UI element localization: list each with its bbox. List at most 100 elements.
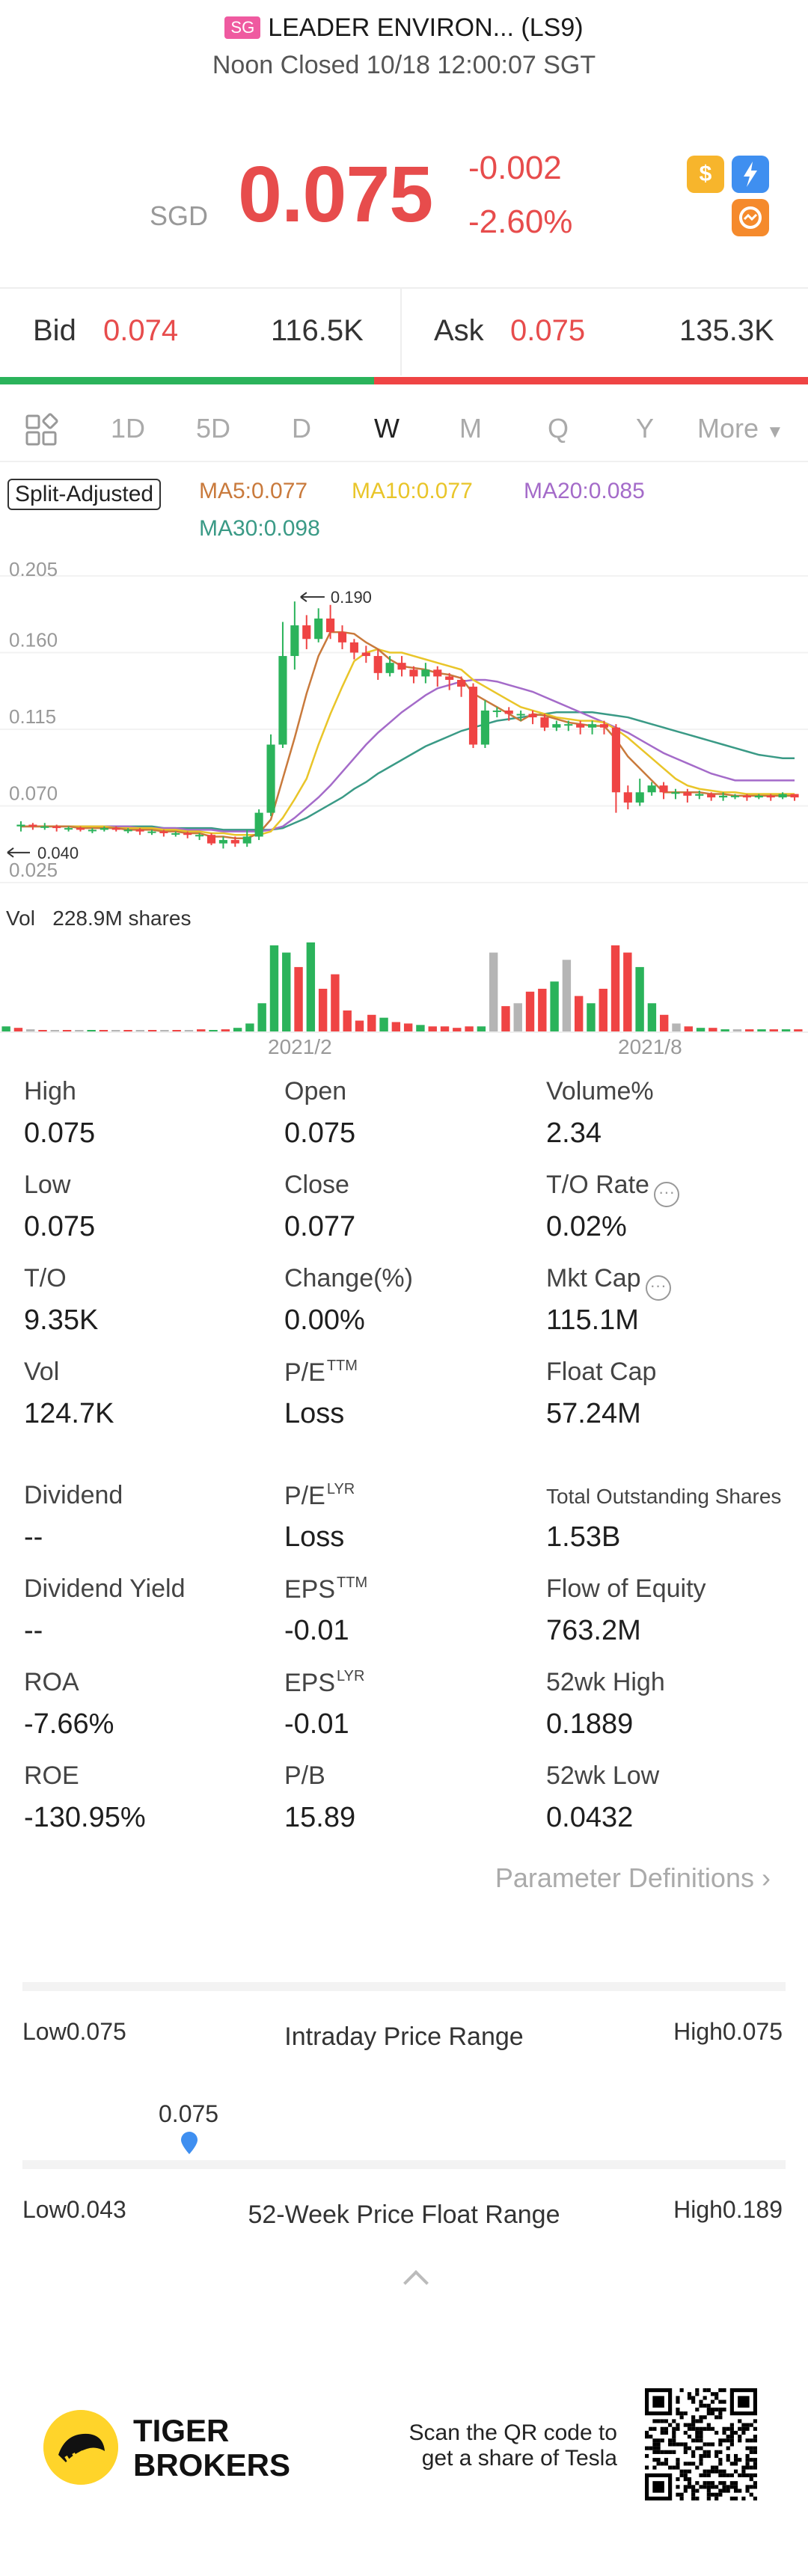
qr-module (753, 2485, 757, 2489)
split-adjusted-button[interactable]: Split-Adjusted (7, 479, 162, 510)
volume-bar (453, 1028, 462, 1032)
tab-more[interactable]: More ▼ (697, 413, 784, 444)
qr-module (672, 2426, 676, 2431)
more-info-icon[interactable]: ··· (645, 1275, 671, 1301)
candle-body (611, 727, 620, 793)
volume-bar (62, 1030, 72, 1032)
qr-module (695, 2419, 700, 2423)
qr-module (664, 2430, 669, 2435)
stat-label-text: EPS (284, 1575, 336, 1604)
range-track (22, 2160, 786, 2169)
qr-module (660, 2450, 664, 2454)
high-annotation: 0.190 (331, 588, 372, 607)
stock-title[interactable]: SG LEADER ENVIRON... (LS9) (0, 13, 808, 43)
qr-module (672, 2435, 676, 2439)
qr-module (645, 2446, 649, 2450)
candle-body (421, 669, 430, 677)
chart-layout-icon[interactable] (24, 413, 60, 449)
qr-module (645, 2453, 649, 2459)
options-icon[interactable] (732, 199, 769, 236)
candle-body (409, 669, 418, 677)
qr-module (706, 2423, 711, 2427)
volume-bar (781, 1029, 791, 1032)
qr-module (741, 2473, 746, 2477)
volume-bar (379, 1017, 388, 1032)
qr-module (649, 2426, 653, 2431)
parameter-definitions-link[interactable]: Parameter Definitions › (495, 1862, 771, 1894)
stat-label-superscript: TTM (326, 1358, 358, 1374)
qr-module (738, 2419, 742, 2423)
qr-module (687, 2446, 692, 2450)
stat-label: Flow of Equity (546, 1574, 706, 1604)
dollar-icon[interactable]: $ (687, 156, 724, 193)
bid-ask-panel[interactable]: Bid 0.074 116.5K Ask 0.075 135.3K (0, 287, 808, 386)
volume-bar (477, 1026, 486, 1032)
tab-w[interactable]: W (374, 413, 400, 444)
ask-strength-bar (374, 377, 808, 384)
qr-module (749, 2492, 753, 2497)
candle-body (528, 714, 537, 718)
candle-body (16, 824, 25, 827)
qr-module (729, 2481, 734, 2485)
qr-module (738, 2473, 742, 2477)
intraday-low: Low0.075 (22, 2018, 126, 2045)
flash-icon[interactable] (732, 156, 769, 193)
tab-m[interactable]: M (459, 413, 482, 444)
kline-chart[interactable]: 0.205 0.160 0.115 0.070 0.025 0.190 0.040 (0, 553, 808, 898)
volume-bar (111, 1030, 120, 1032)
volume-bar (50, 1030, 59, 1032)
market-badge: SG (224, 16, 261, 39)
candle-body (730, 795, 740, 797)
tab-1d[interactable]: 1D (111, 413, 146, 444)
volume-bar (465, 1026, 474, 1032)
qr-module (753, 2458, 757, 2462)
qr-module (722, 2430, 726, 2435)
location-pin-icon (181, 2132, 198, 2154)
stat-value: 0.00% (284, 1304, 365, 1336)
candle-body (504, 710, 513, 714)
volume-bar (282, 952, 291, 1032)
stat-label: ROA (24, 1668, 79, 1697)
qr-module (706, 2450, 711, 2454)
qr-module (652, 2442, 657, 2447)
week52-title: 52-Week Price Float Range (248, 2201, 560, 2229)
qr-module (745, 2465, 750, 2470)
candle-body (218, 840, 227, 844)
qr-module (676, 2485, 680, 2489)
qr-module (729, 2485, 734, 2489)
qr-module (753, 2496, 757, 2500)
qr-module (718, 2442, 723, 2447)
stat-value: -130.95% (24, 1802, 146, 1833)
candle-body (111, 828, 120, 830)
collapse-chevron-icon[interactable] (403, 2270, 429, 2296)
ma5-line (20, 631, 795, 840)
volume-bar (99, 1030, 108, 1032)
tab-q[interactable]: Q (548, 413, 569, 444)
qr-module (699, 2446, 703, 2450)
candle-body (516, 714, 525, 716)
qr-module (691, 2488, 696, 2493)
qr-module (676, 2423, 680, 2427)
qr-module (745, 2446, 750, 2450)
qr-module (745, 2438, 750, 2443)
more-info-icon[interactable]: ··· (653, 1182, 679, 1207)
volume-bar (757, 1029, 766, 1032)
volume-bar (525, 991, 535, 1032)
stat-value: -0.01 (284, 1615, 349, 1646)
candle-body (588, 724, 597, 728)
tab-5d[interactable]: 5D (196, 413, 231, 444)
qr-module (691, 2450, 696, 2454)
qr-module (695, 2481, 700, 2485)
x-tick-label: 2021/8 (618, 1035, 682, 1058)
y-tick-label: 0.160 (9, 629, 58, 651)
price-change: -0.002 (468, 150, 562, 186)
tab-y[interactable]: Y (636, 413, 655, 444)
candle-body (552, 724, 561, 728)
tab-d[interactable]: D (292, 413, 311, 444)
volume-bar (610, 945, 620, 1032)
volume-chart[interactable] (0, 935, 808, 1040)
qr-module (749, 2423, 753, 2427)
candle-body (40, 826, 49, 828)
volume-bar (587, 1003, 596, 1032)
qr-module (714, 2465, 719, 2470)
